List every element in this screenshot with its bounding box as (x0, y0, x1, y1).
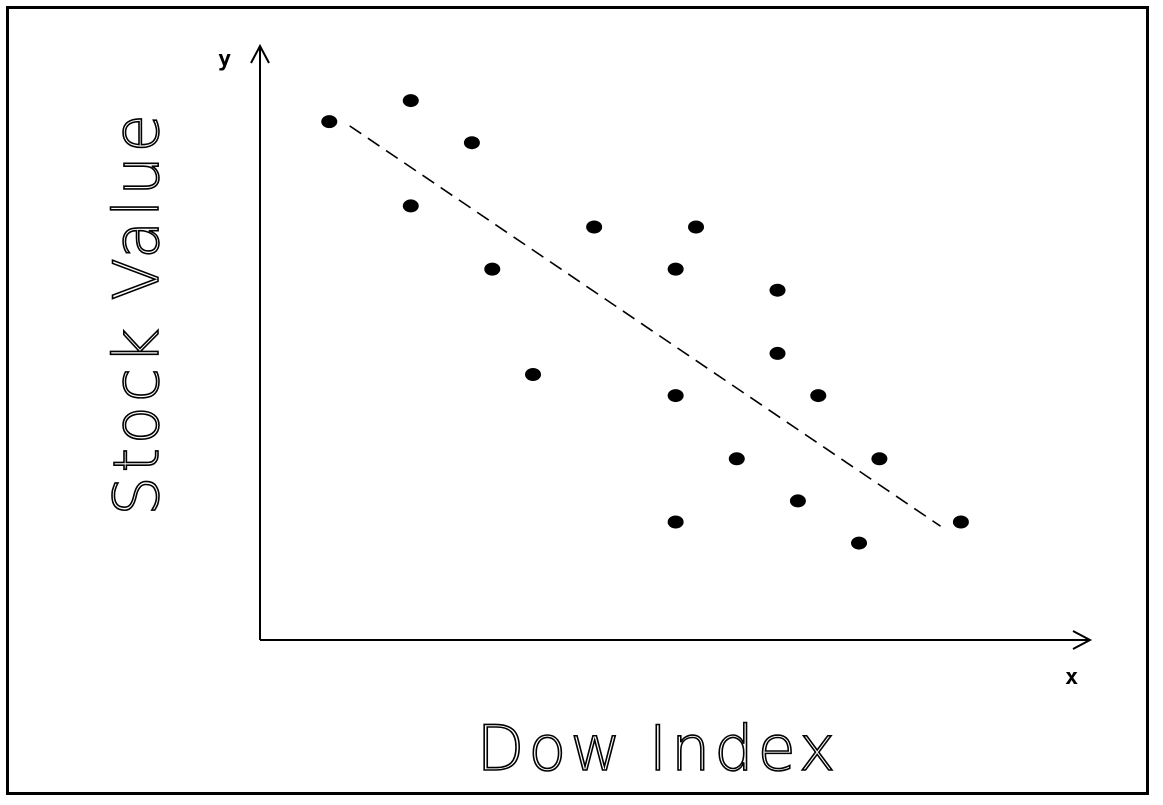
data-point (525, 368, 542, 381)
data-point (667, 515, 684, 529)
data-point (871, 452, 888, 466)
x-axis-label: Dow Index (477, 712, 840, 785)
data-point (688, 220, 705, 234)
y-axis-letter: y (218, 47, 231, 72)
axes (250, 43, 1093, 650)
data-point (402, 199, 419, 213)
y-axis-arrowhead (250, 43, 270, 64)
data-point (586, 220, 603, 234)
data-point (810, 389, 827, 403)
data-point (851, 536, 868, 550)
data-point (952, 515, 969, 529)
data-point (769, 346, 786, 360)
data-point (463, 136, 480, 150)
data-point (667, 262, 684, 276)
data-point (402, 94, 419, 108)
data-point (789, 494, 806, 508)
data-point (769, 283, 786, 297)
data-point (321, 115, 338, 129)
data-point (667, 389, 684, 403)
data-point (728, 452, 745, 466)
data-point (484, 262, 501, 276)
y-axis-label: Stock Value (100, 110, 173, 516)
trend-line (349, 125, 941, 527)
x-axis-letter: x (1065, 665, 1078, 690)
chart-frame (6, 6, 1149, 795)
x-axis-arrowhead (1072, 630, 1093, 650)
